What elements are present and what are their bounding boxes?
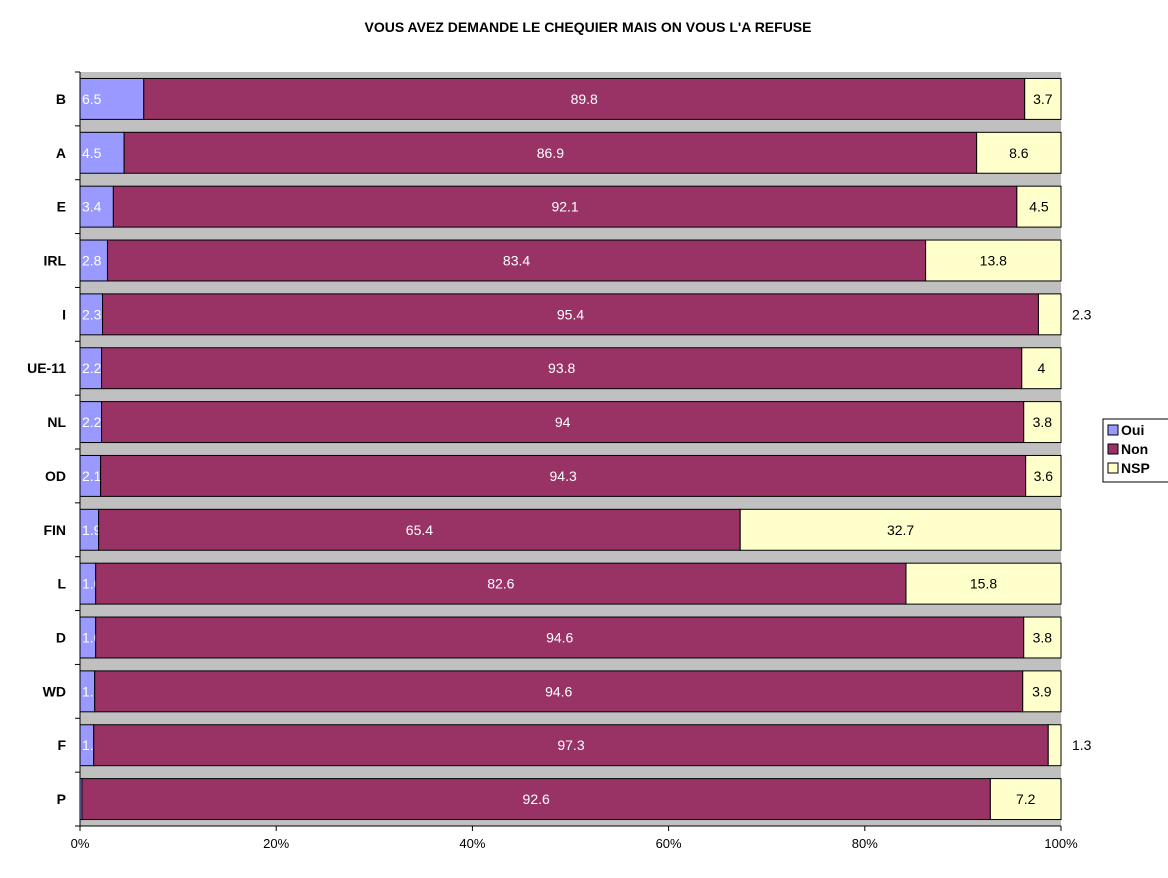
data-label: 82.6: [487, 576, 514, 592]
category-label: FIN: [43, 522, 66, 538]
plot-area: 0% 20% 40% 60% 80% 100% B A E IRL I UE-11 NL OD FIN L D W…: [27, 71, 1092, 851]
legend-label: Oui: [1121, 422, 1144, 438]
chart-title: VOUS AVEZ DEMANDE LE CHEQUIER MAIS ON VO…: [365, 19, 812, 35]
bar-segment-nsp: [989, 778, 1062, 821]
bar-segment-nsp: [1037, 293, 1062, 336]
data-label: 32.7: [887, 522, 914, 538]
bar-segment-nsp: [1023, 401, 1062, 444]
data-label: 2.2: [82, 360, 102, 376]
data-label: 86.9: [537, 145, 564, 161]
data-label: 7.2: [1016, 791, 1036, 807]
data-label: 94: [555, 414, 571, 430]
bar-segment-nsp: [1021, 347, 1062, 390]
bar-segment-non: [102, 293, 1039, 336]
x-tick-label: 20%: [263, 836, 289, 851]
bar-segment-non: [95, 562, 907, 605]
data-label: 2.3: [1072, 306, 1092, 322]
bar-segment-oui: [79, 131, 125, 174]
x-tick-label: 40%: [459, 836, 485, 851]
category-label: A: [56, 145, 66, 161]
bar-segment-nsp: [1022, 670, 1062, 713]
bar-segment-non: [101, 347, 1023, 390]
data-label: 95.4: [557, 306, 584, 322]
bar-segment-non: [112, 185, 1018, 228]
data-label: 92.6: [523, 791, 550, 807]
category-label: IRL: [43, 253, 66, 269]
category-label: E: [57, 199, 66, 215]
data-label: 3.4: [82, 199, 102, 215]
data-label: 97.3: [557, 737, 584, 753]
data-label: 2.8: [82, 253, 102, 269]
data-label: 94.6: [545, 683, 572, 699]
data-label: 89.8: [571, 91, 598, 107]
data-label: 2.1: [82, 468, 102, 484]
bar-segment-nsp: [1025, 454, 1062, 497]
category-label: I: [62, 306, 66, 322]
bar-segment-nsp: [1024, 77, 1062, 120]
data-label: 4.5: [82, 145, 102, 161]
bar-segment-nsp: [1023, 616, 1062, 659]
data-label: 4: [1037, 360, 1045, 376]
data-label: 93.8: [548, 360, 575, 376]
legend-swatch-non: [1107, 443, 1119, 455]
legend-swatch-nsp: [1107, 462, 1119, 474]
bar-segment-nsp: [976, 131, 1062, 174]
data-label: 94.6: [546, 630, 573, 646]
category-label: F: [57, 737, 66, 753]
data-label: 15.8: [970, 576, 997, 592]
bar-segment-nsp: [925, 239, 1062, 282]
bar-segment-nsp: [1016, 185, 1062, 228]
category-label: UE-11: [27, 360, 66, 376]
bar-segment-non: [106, 239, 927, 282]
bar-segment-non: [81, 778, 991, 821]
bar-segment-non: [93, 724, 1049, 767]
x-tick-label: 80%: [852, 836, 878, 851]
category-label: NL: [47, 414, 66, 430]
bar-segment-nsp: [739, 508, 1062, 551]
category-label: OD: [45, 468, 66, 484]
data-label: 8.6: [1009, 145, 1029, 161]
bar-segment-non: [94, 670, 1024, 713]
category-label: B: [56, 91, 66, 107]
x-tick-label: 60%: [656, 836, 682, 851]
data-label: 1.9: [82, 522, 102, 538]
legend-label: NSP: [1121, 460, 1150, 476]
category-label: D: [56, 630, 66, 646]
data-label: 92.1: [551, 199, 578, 215]
data-label: 65.4: [406, 522, 433, 538]
bar-segment-non: [101, 401, 1025, 444]
data-label: 3.6: [1034, 468, 1054, 484]
data-label: 83.4: [503, 253, 530, 269]
data-label: 2.3: [82, 306, 102, 322]
data-label: 3.8: [1033, 414, 1053, 430]
category-label: L: [57, 576, 66, 592]
data-label: 4.5: [1029, 199, 1049, 215]
data-label: 94.3: [550, 468, 577, 484]
data-label: 1.3: [1072, 737, 1092, 753]
bar-segment-non: [123, 131, 978, 174]
bar-segment-nsp: [905, 562, 1062, 605]
category-label: WD: [43, 683, 66, 699]
x-tick-label: 0%: [71, 836, 90, 851]
bar-segment-non: [95, 616, 1025, 659]
data-label: 2.2: [82, 414, 102, 430]
data-label: 13.8: [980, 253, 1007, 269]
plot-background: [80, 72, 1061, 826]
legend-label: Non: [1121, 441, 1148, 457]
x-tick-label: 100%: [1044, 836, 1078, 851]
data-label: 3.8: [1033, 630, 1053, 646]
legend-swatch-oui: [1107, 424, 1119, 436]
bar-segment-nsp: [1047, 724, 1062, 767]
data-label: 3.9: [1032, 683, 1052, 699]
bar-segment-non: [100, 454, 1027, 497]
legend: Oui Non NSP: [1102, 418, 1168, 483]
data-label: 3.7: [1033, 91, 1053, 107]
data-label: 6.5: [82, 91, 102, 107]
category-label: P: [57, 791, 66, 807]
